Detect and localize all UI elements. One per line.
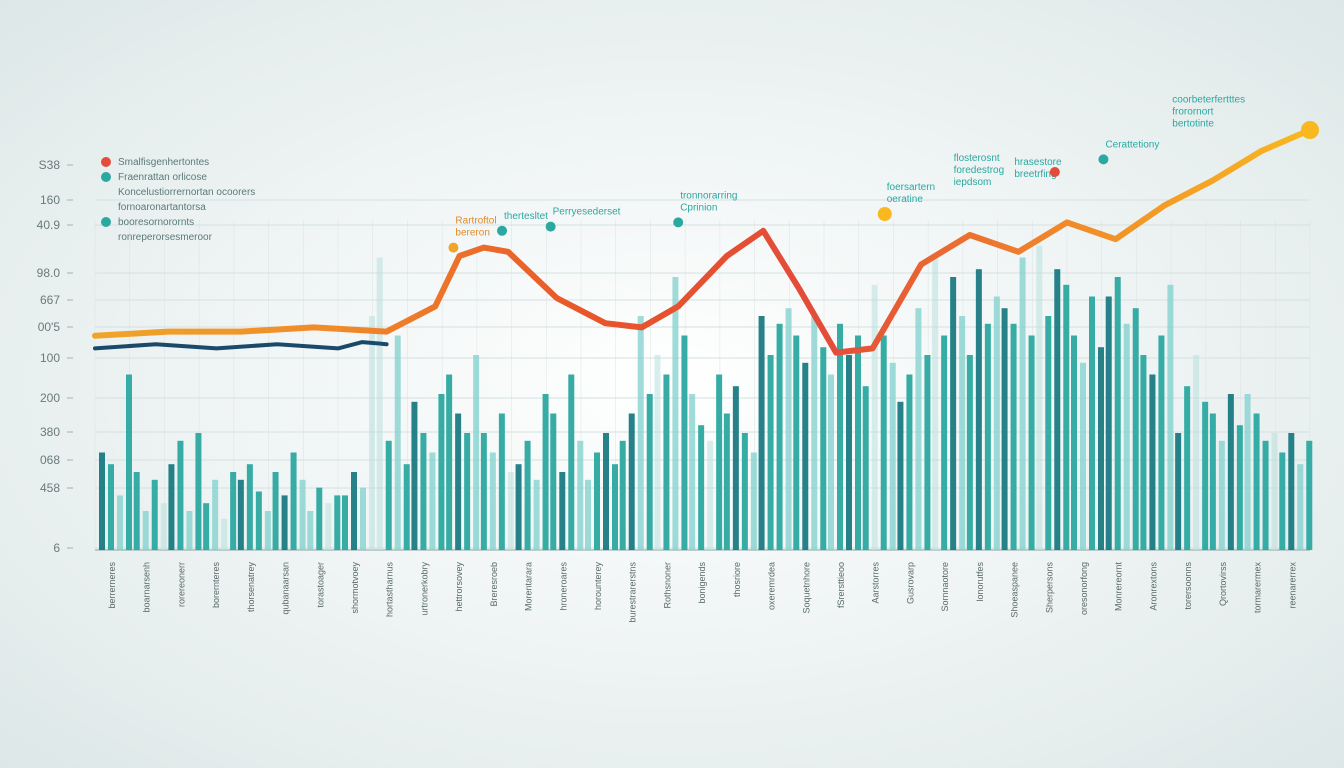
svg-text:flosterosnt: flosterosnt [954,153,1000,164]
svg-text:oresonorfong: oresonorfong [1079,562,1089,615]
svg-text:Rothsnoner: Rothsnoner [662,562,672,609]
svg-text:hortastharnus: hortastharnus [385,562,395,618]
svg-text:Cerattetiony: Cerattetiony [1105,139,1159,150]
svg-text:oxeremrdea: oxeremrdea [767,562,777,610]
svg-text:oeratine: oeratine [887,194,924,205]
svg-text:Soquetnhore: Soquetnhore [801,562,811,614]
svg-text:458: 458 [40,481,60,495]
svg-text:Sherpersons: Sherpersons [1044,562,1054,614]
svg-text:40.9: 40.9 [37,218,61,232]
svg-text:horounterey: horounterey [593,562,603,611]
svg-text:6: 6 [53,541,60,555]
svg-text:100: 100 [40,351,60,365]
svg-text:bertotinte: bertotinte [1172,118,1214,129]
svg-text:Rartroftol: Rartroftol [455,216,496,227]
svg-text:tronnorarring: tronnorarring [680,190,737,201]
chart-svg: S38 160 40.9 98.0 667 00'5 100 200 380 068 458 6 ber… [0,0,1344,768]
svg-text:667: 667 [40,293,60,307]
svg-text:00'5: 00'5 [38,320,61,334]
svg-text:thosriore: thosriore [732,562,742,597]
svg-text:hroneroares: hroneroares [558,562,568,611]
svg-text:ronreperorsesmeroor: ronreperorsesmeroor [118,232,213,243]
svg-text:98.0: 98.0 [37,266,61,280]
svg-text:200: 200 [40,391,60,405]
svg-text:lonorutfes: lonorutfes [975,562,985,602]
svg-text:Aronrextons: Aronrextons [1148,562,1158,611]
svg-text:380: 380 [40,425,60,439]
svg-text:shormotvoey: shormotvoey [350,562,360,614]
svg-text:foredestrog: foredestrog [954,165,1005,176]
svg-text:fSrersttieoo: fSrersttieoo [836,562,846,608]
svg-text:torastoager: torastoager [315,562,325,608]
svg-text:boarnarsenh: boarnarsenh [142,562,152,613]
svg-text:foersartern: foersartern [887,182,935,193]
svg-text:bonigends: bonigends [697,562,707,604]
svg-text:Shoeaspanee: Shoeaspanee [1010,562,1020,618]
svg-text:bereron: bereron [455,228,489,239]
svg-text:Fraenrattan orlicose: Fraenrattan orlicose [118,172,207,183]
svg-text:hrasestore: hrasestore [1014,157,1062,168]
svg-text:Aarstorres: Aarstorres [871,562,881,604]
svg-text:frorornort: frorornort [1172,106,1213,117]
svg-text:booresornorornts: booresornorornts [118,217,194,228]
svg-text:torersoonns: torersoonns [1183,562,1193,610]
svg-text:fornoaronartantorsa: fornoaronartantorsa [118,202,206,213]
svg-text:coorbeterfertttes: coorbeterfertttes [1172,94,1245,105]
svg-text:borernteres: borernteres [211,562,221,609]
svg-text:160: 160 [40,193,60,207]
svg-text:reenarerrex: reenarerrex [1287,562,1297,609]
svg-text:Monrereornt: Monrereornt [1114,562,1124,612]
svg-text:S38: S38 [39,158,61,172]
svg-text:burestrarerstns: burestrarerstns [628,562,638,623]
svg-text:berrerneres: berrerneres [107,562,117,609]
svg-text:urtronerkobry: urtronerkobry [419,562,429,616]
svg-text:hettrorsovey: hettrorsovey [454,562,464,612]
combo-chart: S38 160 40.9 98.0 667 00'5 100 200 380 068 458 6 ber… [0,0,1344,768]
svg-text:Koncelustiorrernortan ocoorers: Koncelustiorrernortan ocoorers [118,187,255,198]
svg-text:Gusrovarp: Gusrovarp [905,562,915,604]
svg-text:068: 068 [40,453,60,467]
svg-text:thertesltet: thertesltet [504,211,548,222]
svg-text:Breresroeb: Breresroeb [489,562,499,607]
svg-text:qubanaarsan: qubanaarsan [281,562,291,615]
svg-text:Perryesederset: Perryesederset [553,207,621,218]
svg-text:iepdsom: iepdsom [954,177,992,188]
svg-text:Morentarara: Morentarara [524,562,534,611]
svg-text:rorereonerr: rorereonerr [176,562,186,607]
svg-text:Smalfisgenhertontes: Smalfisgenhertontes [118,157,209,168]
svg-text:tormarermex: tormarermex [1253,562,1263,614]
svg-text:Sornnaotore: Sornnaotore [940,562,950,612]
svg-text:thorsenatrey: thorsenatrey [246,562,256,613]
svg-text:Cprinion: Cprinion [680,202,717,213]
svg-text:Qrortovirss: Qrortovirss [1218,562,1228,607]
